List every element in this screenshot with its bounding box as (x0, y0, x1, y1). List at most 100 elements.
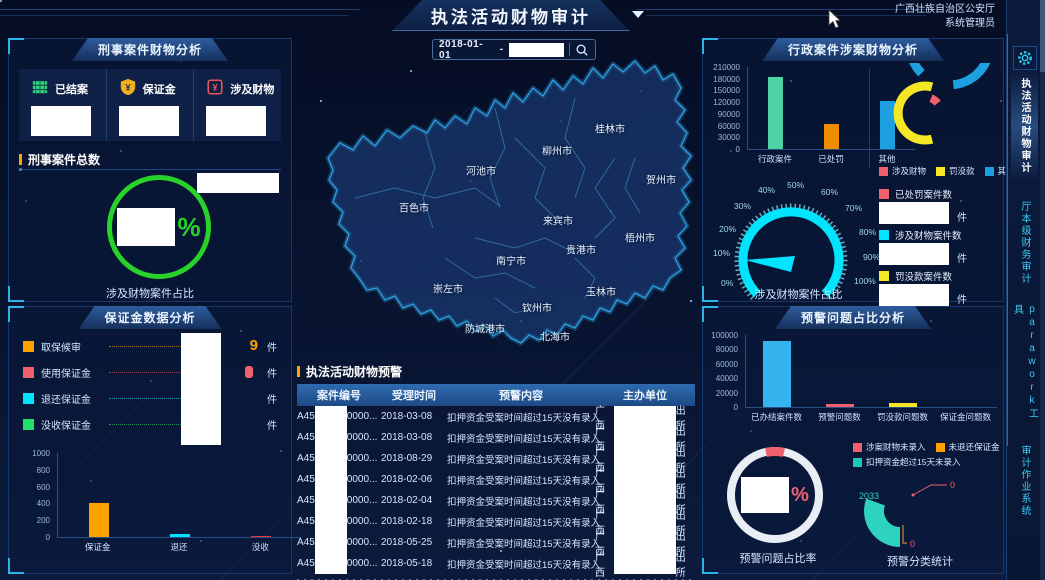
legend-item-使用保证金[interactable]: 使用保证金 件 (23, 359, 277, 385)
column-header: 预警内容 (499, 390, 543, 402)
sidebar-item-parawork工具[interactable]: parawork工具 (1011, 304, 1038, 422)
city-label-柳州市: 柳州市 (542, 146, 572, 158)
city-label-贺州市: 贺州市 (646, 175, 676, 187)
city-label-梧州市: 梧州市 (625, 233, 655, 245)
redacted-value (314, 427, 347, 448)
legend-item-涉及财物[interactable]: 涉及财物 (879, 165, 926, 177)
bail-legend: 取保候审 9 件使用保证金件退还保证金件没收保证金件 (23, 333, 277, 445)
redacted-value (741, 477, 790, 513)
user-info: 广西壮族自治区公安厅 系统管理员 (895, 3, 995, 31)
pie-legend: 涉案财物未录入 未退还保证金扣押资金超过15天未录入 (853, 441, 1001, 468)
legend-label: 涉及财物案件数 (895, 230, 962, 242)
donut-caption: 预警问题占比率 (739, 553, 817, 565)
city-label-百色市: 百色市 (399, 203, 429, 215)
table-row[interactable]: A45 0000... 2018-08-29 扣押资金受案时间超过15天没有录入 广西出… (297, 447, 686, 474)
stat-涉及财物: ¥ 涉及财物 (193, 69, 281, 141)
legend-label: 退还保证金 (41, 394, 91, 406)
case-ratio-donut: % (107, 175, 211, 279)
x-axis-label: 预警问题数 (818, 412, 861, 422)
legend-swatch (879, 188, 889, 199)
redacted-value (31, 106, 91, 136)
table-row[interactable]: A45 0000... 2018-03-08 扣押资金受案时间超过15天没有录入 广西出… (297, 426, 686, 453)
date-range-picker[interactable]: 2018-01-01 - (432, 38, 596, 61)
bar-没收 (250, 535, 271, 537)
gauge-tick-label: 20% (719, 224, 737, 234)
table-title: 执法活动财物预警 (297, 362, 695, 380)
sidebar-item-label: 审计作业系统 (1019, 445, 1030, 517)
gauge-tick-label: 60% (821, 187, 839, 197)
sidebar-item-label: 厅本级财务审计 (1019, 201, 1030, 285)
table-body: A45 0000... 2018-03-08 扣押资金受案时间超过15天没有录入 广西出… (297, 405, 695, 579)
legend-swatch (879, 270, 889, 281)
gauge-tick-label: 10% (713, 248, 731, 258)
redacted-value (614, 490, 676, 511)
org-name: 广西壮族自治区公安厅 (895, 4, 995, 15)
legend-item-涉案财物未录入[interactable]: 涉案财物未录入 (853, 441, 926, 453)
magnifier-icon[interactable] (575, 43, 589, 57)
table-row[interactable]: A45 0000... 2018-05-25 扣押资金受案时间超过15天没有录入 广西出… (297, 531, 686, 558)
table-row[interactable]: A45 0000... 2018-02-18 扣押资金受案时间超过15天没有录入 广西出… (297, 510, 686, 537)
gauge-tick-label: 50% (787, 180, 805, 190)
bar-已办结案件数 (763, 340, 792, 407)
x-axis-label: 没收 (251, 542, 269, 552)
bail-bar-chart: 0 200 400 600 800 1000 保证金 退还 没收 (19, 449, 301, 552)
legend-item-没收保证金[interactable]: 没收保证金 件 (23, 411, 277, 437)
warning-ratio-panel: 预警问题占比分析 0 20000 40000 60000 80000 100000 已办结案… (702, 306, 1004, 574)
gauge-tick-label: 80% (859, 227, 877, 237)
redacted-value (614, 469, 676, 490)
bar-其他 (879, 101, 895, 149)
svg-text:¥: ¥ (125, 83, 130, 93)
shield-yuan-icon: ¥ (119, 78, 137, 99)
x-axis-label: 退还 (170, 542, 188, 552)
admin-case-panel: 行政案件涉案财物分析 0 30000 60000 90000 120000 150000 1… (702, 38, 1015, 306)
legend-item-未退还保证金[interactable]: 未退还保证金 (935, 441, 1000, 453)
sidebar-item-厅本级财务审计[interactable]: 厅本级财务审计 (1011, 196, 1038, 290)
legend-item-退还保证金[interactable]: 退还保证金 件 (23, 385, 277, 411)
x-axis-label: 已处罚 (818, 154, 844, 164)
settings-button[interactable] (1013, 46, 1037, 70)
table-row[interactable]: A45 0000... 2018-02-04 扣押资金受案时间超过15天没有录入 广西出… (297, 489, 686, 516)
legend-label: 罚没款案件数 (895, 271, 953, 283)
table-row[interactable]: A45 0000... 2018-02-06 扣押资金受案时间超过15天没有录入 广西出… (297, 468, 686, 495)
sidebar-accent-line (1007, 34, 1008, 446)
caret-down-icon[interactable] (632, 11, 644, 18)
page-title: 执法活动财物审计 (431, 7, 591, 27)
gauge-tick-label: 40% (758, 185, 776, 195)
panel-title: 预警问题占比分析 (775, 306, 931, 329)
guangxi-map[interactable]: 河池市 桂林市 柳州市 贺州市 百色市 来宾市 梧州市 贵港市 南宁市 玉林市 崇左市 钦州市 防城港市… (295, 38, 697, 368)
legend-swatch (853, 457, 862, 467)
stat-保证金: ¥ 保证金 (105, 69, 194, 141)
table-row[interactable]: A45 0000... 2018-03-08 扣押资金受案时间超过15天没有录入 广西出… (297, 405, 686, 432)
sidebar-item-执法活动财物审计[interactable]: 执法活动财物审计 (1011, 70, 1038, 182)
legend-swatch (23, 366, 34, 378)
date-start-value[interactable]: 2018-01-01 (439, 38, 484, 61)
legend-item-扣押资金超过15天未录入[interactable]: 扣押资金超过15天未录入 (853, 456, 960, 468)
section-title: 刑事案件总数 (19, 151, 100, 168)
sidebar-item-审计作业系统[interactable]: 审计作业系统 (1011, 434, 1038, 528)
redacted-value (197, 173, 279, 193)
redacted-value (118, 106, 179, 136)
pie-zero-label: 0 (910, 539, 915, 549)
redacted-value (879, 243, 949, 265)
divider (569, 43, 571, 56)
redacted-value (879, 202, 949, 224)
legend-swatch (23, 418, 34, 430)
column-header: 主办单位 (623, 390, 667, 402)
stat-label: 涉及财物 (230, 83, 275, 96)
scrollbar-thumb[interactable] (1040, 0, 1045, 72)
redacted-value (508, 42, 565, 57)
legend-label: 已处罚案件数 (895, 189, 953, 201)
svg-text:¥: ¥ (213, 83, 218, 93)
scrollbar[interactable] (1040, 0, 1045, 580)
legend-item-取保候审[interactable]: 取保候审 9 件 (23, 333, 277, 359)
table-row[interactable]: A45 0000... 2018-05-18 扣押资金受案时间超过15天没有录入 广西出… (297, 552, 686, 579)
x-axis-label: 保证金 (84, 542, 111, 552)
unit-label: 件 (957, 295, 967, 306)
sidebar-item-label: 执法活动财物审计 (1019, 78, 1030, 174)
stat-label: 已结案 (55, 83, 88, 96)
legend-item-罚没款[interactable]: 罚没款 (936, 165, 975, 177)
pie-caption: 预警分类统计 (887, 556, 953, 568)
mouse-cursor (828, 9, 842, 35)
x-axis-label: 保证金问题数 (939, 412, 991, 422)
